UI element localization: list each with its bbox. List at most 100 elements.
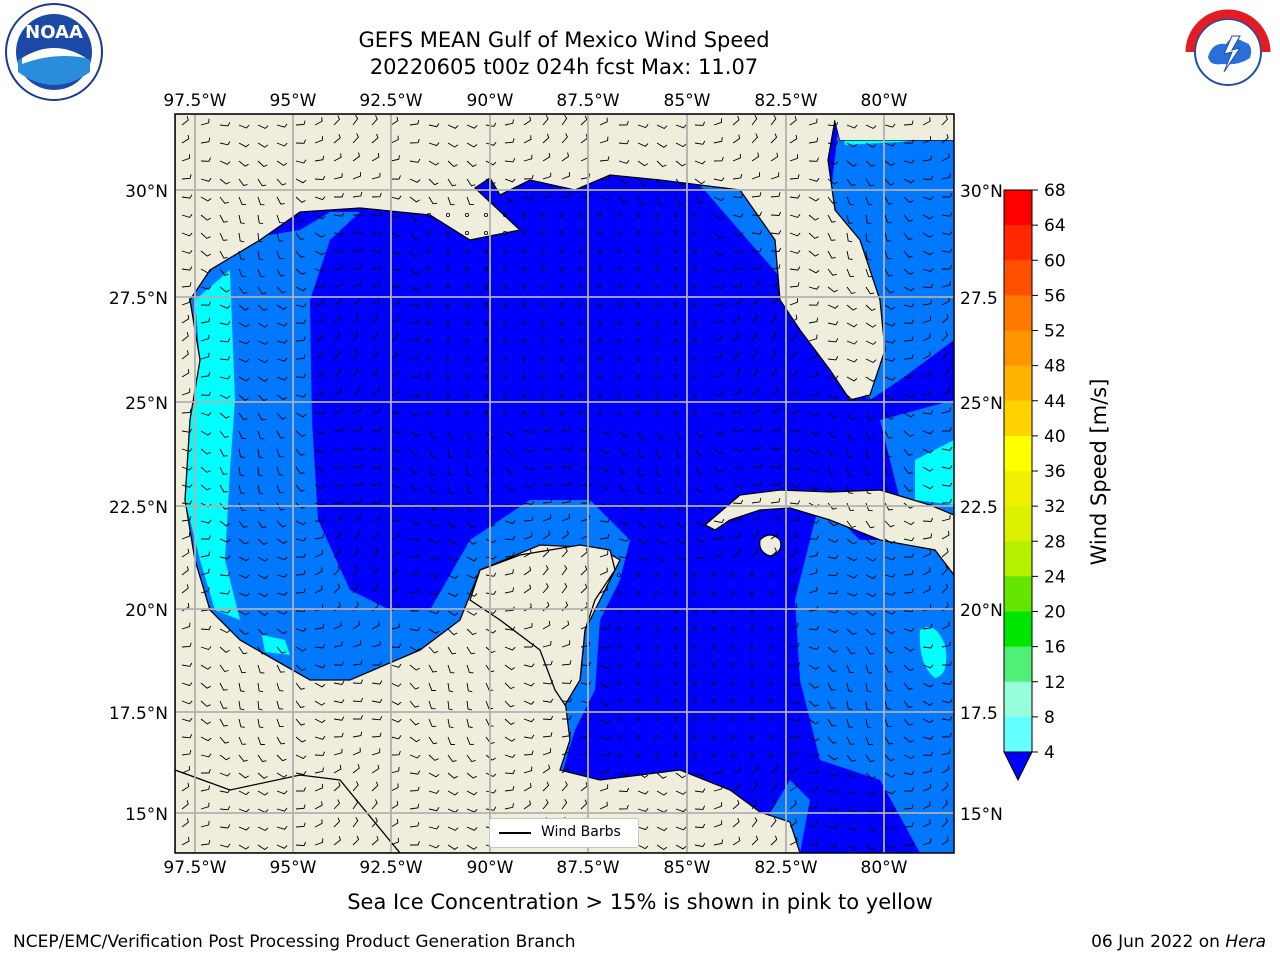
wind-barb bbox=[617, 735, 622, 740]
wind-barb bbox=[656, 556, 668, 562]
wind-barb bbox=[542, 514, 552, 522]
wind-barb bbox=[808, 785, 818, 792]
wind-barb bbox=[352, 133, 359, 144]
wind-barb bbox=[903, 787, 914, 792]
wind-barb bbox=[504, 626, 516, 631]
wind-barb bbox=[731, 735, 736, 740]
wind-barb bbox=[333, 427, 344, 432]
wind-barb bbox=[770, 498, 781, 504]
wind-barb bbox=[770, 133, 778, 144]
wind-barb bbox=[314, 751, 326, 756]
wind-barb bbox=[941, 115, 949, 126]
wind-barb bbox=[617, 302, 622, 307]
wind-barb bbox=[561, 640, 571, 648]
lon-label-bottom: 92.5°W bbox=[359, 858, 422, 878]
wind-barb bbox=[655, 410, 660, 415]
wind-barb bbox=[541, 320, 546, 325]
wind-barb bbox=[808, 682, 819, 689]
wind-barb bbox=[618, 804, 629, 810]
wind-barb bbox=[483, 230, 488, 235]
wind-barb bbox=[200, 448, 211, 455]
wind-barb bbox=[617, 284, 622, 289]
wind-barb bbox=[865, 286, 875, 295]
wind-barb bbox=[808, 250, 819, 257]
wind-barb bbox=[808, 391, 820, 396]
wind-barb bbox=[295, 520, 307, 526]
wind-barb bbox=[732, 466, 744, 471]
wind-barb bbox=[504, 196, 516, 203]
wind-barb bbox=[352, 463, 364, 469]
wind-barb bbox=[732, 515, 743, 522]
wind-barb bbox=[445, 302, 450, 307]
wind-barb bbox=[238, 322, 250, 328]
wind-barb bbox=[542, 498, 553, 504]
wind-barb bbox=[541, 212, 546, 217]
wind-barb bbox=[789, 408, 800, 414]
wind-barb bbox=[713, 214, 725, 221]
wind-barb bbox=[713, 430, 725, 436]
wind-barb bbox=[238, 430, 246, 439]
wind-barb bbox=[636, 663, 641, 668]
lon-label-bottom: 80°W bbox=[861, 858, 908, 878]
wind-barb bbox=[295, 502, 306, 509]
wind-barb bbox=[502, 284, 507, 289]
wind-barb bbox=[903, 286, 915, 292]
wind-barb bbox=[827, 664, 837, 673]
wind-barb bbox=[675, 160, 686, 167]
wind-barb bbox=[409, 627, 421, 632]
wind-barb bbox=[636, 338, 641, 343]
wind-barb bbox=[409, 335, 420, 342]
wind-barb bbox=[257, 466, 263, 477]
wind-barb bbox=[295, 319, 307, 324]
wind-barb bbox=[276, 718, 284, 728]
wind-barb bbox=[675, 772, 687, 779]
wind-barb bbox=[334, 193, 344, 198]
wind-barb bbox=[409, 803, 420, 810]
wind-barb bbox=[713, 768, 724, 774]
wind-barb bbox=[808, 301, 820, 306]
wind-barb bbox=[675, 844, 687, 850]
wind-barb bbox=[808, 352, 818, 360]
wind-barb bbox=[618, 196, 629, 204]
wind-barb bbox=[674, 338, 679, 343]
wind-barb bbox=[846, 214, 853, 224]
wind-barb bbox=[181, 448, 193, 453]
wind-barb bbox=[238, 826, 250, 831]
wind-barb bbox=[333, 231, 345, 236]
wind-barb bbox=[750, 627, 755, 632]
wind-barb bbox=[238, 178, 248, 187]
wind-barb bbox=[865, 682, 872, 693]
wind-barb bbox=[941, 732, 952, 738]
wind-barb bbox=[751, 530, 760, 540]
wind-barb bbox=[257, 286, 267, 295]
wind-barb bbox=[219, 232, 228, 241]
wind-barb bbox=[617, 699, 622, 704]
wind-barb bbox=[238, 556, 250, 562]
wind-barb bbox=[371, 464, 383, 469]
wind-barb bbox=[637, 538, 649, 545]
wind-barb bbox=[276, 573, 288, 578]
wind-barb bbox=[504, 606, 515, 612]
wind-barb bbox=[636, 302, 641, 307]
wind-barb bbox=[732, 297, 741, 306]
wind-barb bbox=[770, 367, 778, 378]
wind-barb bbox=[200, 568, 210, 576]
wind-barb bbox=[846, 754, 856, 762]
wind-barb bbox=[865, 520, 875, 529]
wind-barb bbox=[637, 484, 645, 494]
wind-barb bbox=[865, 610, 877, 616]
wind-barb bbox=[618, 553, 630, 559]
wind-barb bbox=[865, 160, 876, 168]
wind-barb bbox=[941, 368, 949, 378]
wind-barb bbox=[674, 573, 679, 578]
lon-label-top: 90°W bbox=[467, 91, 514, 111]
wind-barb bbox=[599, 682, 611, 688]
wind-barb bbox=[941, 407, 951, 414]
wind-barb bbox=[789, 428, 801, 433]
colorbar-segment bbox=[1004, 400, 1032, 437]
wind-barb bbox=[846, 808, 858, 813]
wind-barb bbox=[352, 211, 364, 216]
wind-barb bbox=[200, 625, 212, 631]
wind-barb bbox=[789, 194, 801, 199]
wind-barb bbox=[371, 212, 383, 217]
